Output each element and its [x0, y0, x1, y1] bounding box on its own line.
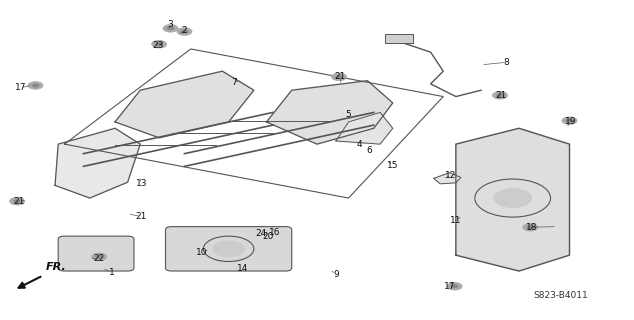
Text: 21: 21: [136, 212, 147, 221]
Text: 12: 12: [445, 171, 456, 180]
Text: 8: 8: [503, 58, 509, 67]
Circle shape: [92, 253, 107, 260]
Text: 4: 4: [356, 140, 362, 149]
Text: 10: 10: [197, 248, 208, 257]
Circle shape: [496, 93, 504, 97]
Circle shape: [451, 284, 458, 288]
Circle shape: [152, 40, 167, 48]
Circle shape: [332, 73, 347, 81]
FancyBboxPatch shape: [385, 34, 413, 43]
Text: 11: 11: [450, 216, 462, 225]
Circle shape: [32, 84, 39, 87]
Text: 24: 24: [256, 229, 267, 238]
Text: 9: 9: [333, 270, 339, 279]
Text: 23: 23: [152, 41, 164, 50]
FancyBboxPatch shape: [165, 227, 292, 271]
Polygon shape: [115, 71, 254, 138]
Text: 20: 20: [262, 232, 273, 241]
Circle shape: [28, 82, 43, 89]
Circle shape: [562, 117, 577, 124]
Text: 21: 21: [496, 91, 507, 100]
Text: 6: 6: [366, 146, 372, 155]
Circle shape: [10, 197, 25, 205]
Circle shape: [447, 283, 462, 290]
Circle shape: [523, 223, 538, 231]
Polygon shape: [266, 81, 392, 144]
Text: 7: 7: [231, 78, 236, 87]
Text: 13: 13: [136, 179, 147, 188]
Text: S823-B4011: S823-B4011: [534, 291, 588, 300]
Circle shape: [13, 199, 21, 203]
FancyBboxPatch shape: [58, 236, 134, 271]
Circle shape: [181, 30, 188, 33]
Circle shape: [96, 255, 103, 259]
Circle shape: [163, 25, 178, 32]
Polygon shape: [55, 128, 140, 198]
Polygon shape: [336, 112, 392, 144]
Circle shape: [527, 225, 534, 229]
Text: 14: 14: [237, 264, 248, 273]
Circle shape: [213, 241, 245, 257]
Text: 18: 18: [526, 223, 538, 232]
Circle shape: [335, 75, 343, 79]
Text: 21: 21: [13, 197, 25, 206]
Text: 5: 5: [346, 110, 351, 119]
Text: FR.: FR.: [46, 262, 67, 272]
Text: 2: 2: [181, 26, 187, 35]
Text: 21: 21: [334, 72, 346, 81]
Text: 3: 3: [167, 20, 174, 29]
Circle shape: [177, 28, 192, 35]
Text: 16: 16: [269, 228, 280, 237]
Polygon shape: [456, 128, 569, 271]
Polygon shape: [434, 173, 461, 184]
Text: 1: 1: [109, 268, 115, 277]
Text: 17: 17: [15, 83, 26, 92]
Circle shape: [566, 119, 573, 123]
Circle shape: [494, 188, 532, 208]
Circle shape: [493, 92, 508, 99]
Text: 15: 15: [387, 161, 399, 170]
Circle shape: [167, 27, 174, 30]
Text: 22: 22: [94, 254, 105, 263]
Text: 17: 17: [444, 282, 455, 291]
Text: 19: 19: [565, 117, 576, 126]
Circle shape: [155, 42, 163, 46]
